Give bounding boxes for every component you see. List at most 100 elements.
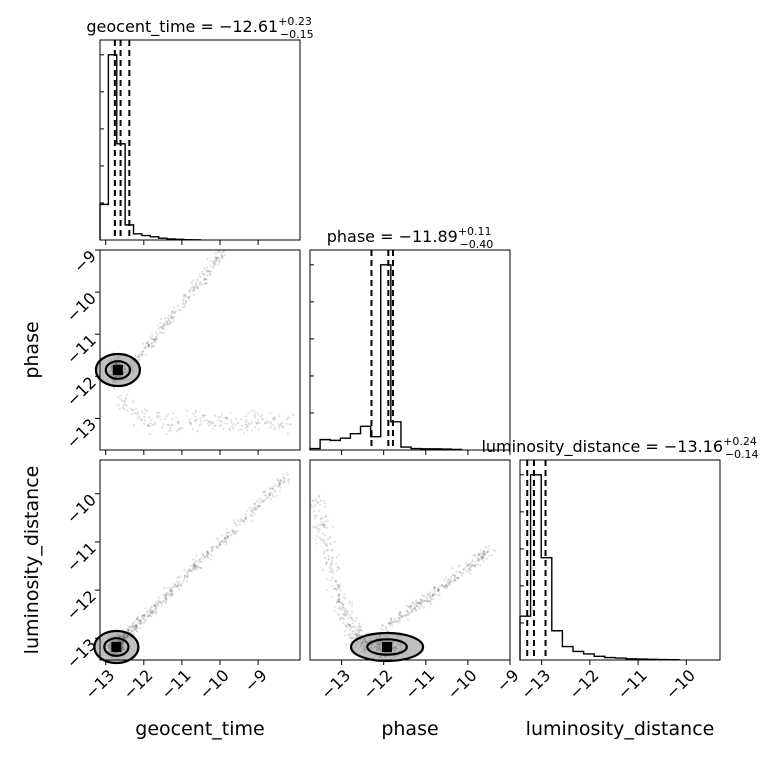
scatter-point	[224, 541, 227, 544]
scatter-point	[359, 628, 362, 632]
scatter-point	[319, 499, 322, 502]
scatter-point	[273, 416, 276, 419]
scatter-point	[167, 424, 170, 427]
scatter-point	[289, 423, 292, 426]
scatter-point	[124, 398, 127, 401]
scatter-point	[203, 556, 206, 559]
scatter-point	[137, 620, 140, 623]
scatter-point	[321, 569, 324, 572]
scatter-point	[397, 616, 400, 620]
scatter-point	[217, 259, 220, 262]
scatter-point	[467, 563, 471, 566]
scatter-point	[187, 568, 190, 571]
scatter-point	[190, 281, 193, 284]
scatter-point	[152, 345, 155, 348]
scatter-point	[234, 521, 237, 525]
scatter-point	[331, 585, 334, 588]
scatter-point	[223, 540, 226, 543]
scatter-point	[226, 417, 229, 420]
scatter-point	[180, 584, 183, 587]
scatter-point	[194, 565, 197, 568]
scatter-point	[319, 524, 322, 527]
scatter-point	[188, 570, 191, 573]
scatter-point	[214, 256, 217, 259]
scatter-point	[350, 601, 353, 604]
scatter-point	[149, 422, 152, 425]
scatter-point	[334, 587, 337, 591]
scatter-point	[438, 593, 441, 596]
scatter-point	[438, 585, 441, 588]
scatter-point	[337, 600, 340, 603]
scatter-point	[347, 634, 350, 637]
scatter-point	[139, 619, 142, 623]
scatter-point	[161, 325, 164, 328]
scatter-point	[280, 422, 283, 425]
scatter-point	[469, 563, 472, 566]
scatter-point	[192, 412, 195, 415]
scatter-point	[165, 321, 169, 324]
scatter-point	[145, 409, 148, 413]
scatter-point	[344, 597, 347, 600]
scatter-point	[349, 629, 352, 632]
scatter-point	[343, 593, 346, 596]
scatter-point	[143, 412, 146, 415]
scatter-point	[194, 409, 197, 412]
scatter-point	[426, 597, 429, 600]
scatter-point	[314, 517, 317, 520]
scatter-point	[286, 473, 289, 476]
scatter-point	[220, 534, 224, 537]
scatter-point	[410, 608, 413, 611]
scatter-point	[197, 560, 200, 563]
scatter-point	[183, 569, 186, 572]
hist-luminosity-distance-frame	[519, 459, 721, 661]
scatter-point	[239, 418, 242, 421]
scatter-point	[154, 609, 157, 612]
scatter-point	[184, 302, 187, 305]
scatter-point	[419, 599, 422, 602]
scatter-point	[341, 602, 344, 605]
scatter-point	[281, 473, 285, 476]
scatter-point	[147, 424, 150, 427]
scatter-point	[159, 418, 162, 421]
scatter-point	[412, 603, 416, 607]
scatter-point	[426, 599, 429, 602]
scatter-point	[133, 633, 136, 636]
scatter-point	[234, 531, 237, 534]
scatter-point	[485, 557, 488, 560]
scatter-point	[131, 626, 134, 629]
scatter-point	[195, 564, 198, 567]
hist-luminosity-distance-steps	[519, 474, 680, 661]
scatter-point	[141, 350, 145, 353]
scatter-point	[387, 621, 390, 625]
scatter-point	[177, 304, 180, 307]
x-tick-label-luminosity-distance: −13	[517, 666, 554, 703]
scatter-point	[133, 625, 136, 628]
scatter-point	[174, 584, 177, 587]
scatter-point	[126, 627, 129, 630]
scatter-point	[244, 423, 247, 426]
scatter-point	[350, 617, 353, 620]
scatter-point	[147, 423, 150, 426]
scatter-point	[117, 404, 120, 407]
scatter-point	[210, 546, 213, 549]
scatter-point	[471, 558, 474, 562]
scatter-point	[146, 609, 149, 612]
scatter-point	[418, 607, 421, 610]
scatter-point	[164, 596, 167, 600]
scatter-point	[281, 425, 284, 428]
scatter-point	[333, 609, 336, 613]
scatter-point	[212, 545, 215, 548]
scatter-point	[164, 597, 167, 601]
scatter-point	[150, 344, 153, 347]
scatter-point	[262, 499, 266, 503]
scatter-point	[407, 606, 410, 609]
scatter-point	[232, 530, 235, 533]
scatter-point	[406, 613, 409, 617]
scatter-point	[178, 587, 181, 591]
scatter-point	[123, 403, 126, 406]
scatter-point	[446, 578, 450, 581]
scatter-point	[423, 606, 426, 609]
scatter-point	[201, 553, 204, 556]
scatter-point	[175, 430, 179, 433]
scatter-point	[158, 600, 161, 603]
